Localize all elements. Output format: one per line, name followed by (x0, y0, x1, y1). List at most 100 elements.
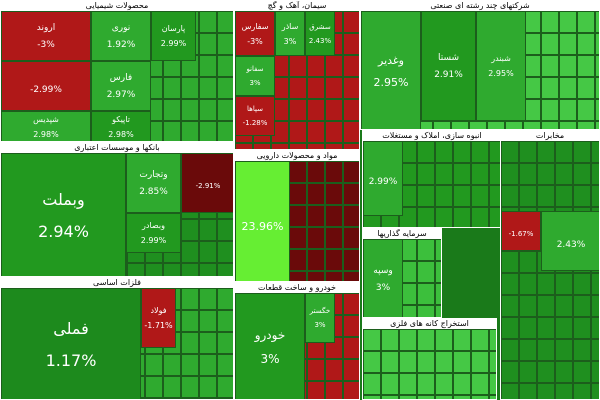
small-tile (199, 332, 217, 354)
small-tile (343, 55, 359, 77)
small-tile (471, 329, 489, 351)
small-tile (289, 271, 307, 281)
small-tile (577, 11, 595, 33)
small-tile (343, 77, 359, 99)
sector: انبوه سازی، املاک و مستغلات 2.99% (362, 130, 502, 228)
small-tile (343, 33, 359, 55)
small-tile (537, 339, 555, 361)
small-tile (163, 354, 181, 376)
small-tile (163, 121, 181, 141)
small-tile (181, 99, 199, 121)
small-tile (399, 373, 417, 395)
small-tile (217, 77, 233, 99)
stock-tile: سفارس -3% (235, 11, 275, 56)
small-tile (217, 332, 233, 354)
change: 2.85% (139, 186, 168, 197)
small-tile (417, 207, 435, 227)
small-tile (453, 329, 471, 351)
small-tile (537, 163, 555, 185)
stock-tile: سشرق 2.43% (305, 11, 335, 56)
small-tile (343, 11, 359, 33)
small-tile (537, 141, 555, 163)
small-tile (289, 161, 307, 183)
small-tile (435, 163, 453, 185)
small-tile (573, 273, 591, 295)
sector-title: خودرو و ساخت قطعات (235, 283, 359, 293)
small-tile (435, 351, 453, 373)
change: 2.95% (373, 75, 409, 89)
small-tile (163, 376, 181, 398)
small-tile (501, 141, 519, 163)
small-tile (471, 373, 489, 395)
small-tile (541, 11, 559, 33)
small-tile (435, 239, 441, 261)
small-tile (501, 361, 519, 383)
stock-tile: ساذر 3% (275, 11, 305, 56)
symbol: نوری (111, 22, 131, 33)
small-tile (181, 288, 199, 310)
small-tile (519, 317, 537, 339)
small-tile (343, 249, 359, 271)
small-tile (343, 271, 359, 281)
symbol: وغدیر (378, 53, 404, 67)
symbol: خگستر (309, 307, 331, 315)
small-tile (417, 261, 435, 283)
small-tile (537, 295, 555, 317)
small-tile (325, 271, 343, 281)
small-tile (541, 33, 559, 55)
symbol: فملی (53, 319, 89, 338)
small-tile (289, 249, 307, 271)
small-tile (435, 207, 453, 227)
small-tile (489, 373, 496, 395)
small-tile (307, 271, 325, 281)
symbol: وسپه (373, 265, 393, 276)
stock-tile: شپدیس 2.98% (1, 111, 91, 141)
small-tile (559, 33, 577, 55)
small-tile (501, 383, 519, 399)
small-tile (289, 99, 307, 121)
small-tile (577, 77, 595, 99)
change: 2.43% (308, 36, 332, 45)
small-tile (453, 185, 471, 207)
small-tile (199, 241, 217, 263)
small-tile (199, 310, 217, 332)
small-tile (471, 185, 489, 207)
small-tile (489, 207, 501, 227)
small-tile (591, 383, 599, 399)
change: -3% (247, 36, 263, 46)
small-tile (573, 185, 591, 207)
small-tile (163, 263, 181, 276)
sector: سیمان، آهک و گچ سفارس -3% ساذر 3% سشرق 2.43% سف… (234, 0, 360, 150)
small-tile (591, 317, 599, 339)
small-tile (145, 263, 163, 276)
small-tile (217, 310, 233, 332)
symbol: فولاد (150, 306, 167, 315)
small-tile (435, 395, 453, 399)
change: -1.71% (144, 321, 173, 330)
small-tile (199, 219, 217, 241)
small-tile (577, 55, 595, 77)
stock-tile: 2.99% (363, 141, 403, 216)
change: 2.99% (368, 177, 398, 187)
small-tile (343, 205, 359, 227)
small-tile (199, 354, 217, 376)
small-tile (217, 11, 233, 33)
stock-tile: -2.99% (1, 61, 91, 111)
small-tile (381, 351, 399, 373)
small-tile (435, 329, 453, 351)
small-tile (555, 185, 573, 207)
small-tile (451, 121, 469, 129)
small-tile (381, 373, 399, 395)
small-tile (489, 351, 496, 373)
small-tile (541, 55, 559, 77)
small-tile (199, 288, 217, 310)
small-tile (325, 143, 343, 149)
symbol: پارسان (161, 24, 186, 33)
small-tile (435, 141, 453, 163)
small-tile (489, 163, 501, 185)
small-tile (559, 77, 577, 99)
small-tile (591, 295, 599, 317)
change: 2.95% (488, 69, 514, 78)
small-tile (559, 55, 577, 77)
